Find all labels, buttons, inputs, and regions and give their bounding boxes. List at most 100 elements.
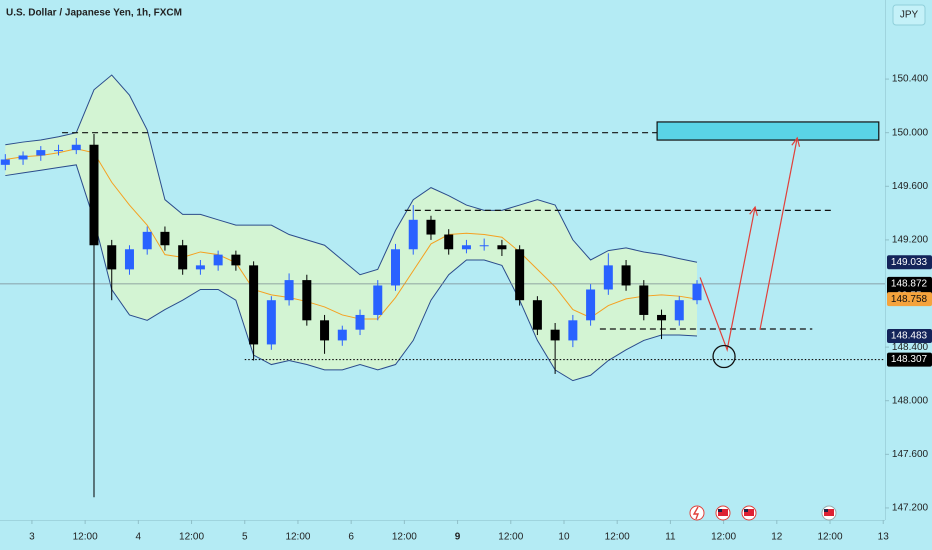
candle-body (284, 280, 294, 301)
y-tick-label: 149.200 (892, 235, 929, 246)
price-badge-label: 148.307 (891, 354, 928, 365)
flag-icon (744, 509, 754, 516)
candle-body (320, 320, 330, 341)
x-tick-label: 12:00 (711, 532, 736, 543)
flag-icon (718, 509, 722, 512)
currency-box[interactable] (892, 4, 926, 26)
price-badge-label: 148.872 (891, 278, 928, 289)
x-tick-label: 13 (878, 532, 890, 543)
price-badge-label: 148.483 (891, 331, 928, 342)
candle-body (71, 144, 81, 151)
y-tick-label: 148.400 (892, 342, 929, 353)
y-tick-label: 149.600 (892, 181, 929, 192)
event-icon-bolt (692, 506, 700, 520)
band-lower (5, 164, 698, 382)
arrow (699, 206, 756, 352)
x-tick-label: 11 (665, 532, 676, 543)
candle-body (178, 245, 188, 270)
candle-body (515, 249, 525, 301)
candle-body (18, 155, 28, 160)
candle-body (36, 150, 46, 156)
candle-body (621, 265, 631, 286)
event-icon[interactable] (689, 505, 705, 521)
candle-body (568, 320, 578, 341)
candle-body (657, 314, 667, 321)
candle-body (391, 249, 401, 286)
event-icons (689, 505, 837, 521)
candle-body (532, 300, 542, 330)
y-tick-label: 148.000 (892, 395, 929, 406)
x-tick-label: 12:00 (179, 532, 204, 543)
x-tick-label: 12:00 (285, 532, 310, 543)
currency-label[interactable]: JPY (900, 10, 919, 21)
candle-body (0, 159, 10, 165)
x-tick-label: 5 (242, 532, 248, 543)
y-tick-label: 150.400 (892, 74, 929, 85)
band-layer (5, 74, 698, 382)
marker-circle (712, 344, 736, 369)
candle-body (160, 231, 170, 246)
arrow (759, 137, 798, 330)
main-layer (0, 121, 885, 498)
candle-body (142, 231, 152, 250)
x-tick-label: 9 (455, 532, 461, 543)
price-badge (887, 292, 932, 307)
candle-body (337, 329, 347, 341)
candle-body (302, 280, 312, 321)
candle-body (231, 254, 241, 266)
flag-icon (744, 509, 748, 512)
x-tick-label: 12 (771, 532, 783, 543)
band-fill (5, 75, 698, 381)
x-tick-label: 3 (29, 532, 35, 543)
flag-icon (718, 509, 728, 516)
candle-body (674, 300, 684, 321)
target-zone (656, 121, 880, 141)
candle-body (426, 219, 436, 235)
candle-body (444, 234, 454, 250)
x-tick-label: 12:00 (498, 532, 523, 543)
candle-body (373, 285, 383, 315)
candle-body (355, 314, 365, 330)
band-upper (5, 74, 698, 276)
x-tick-label: 4 (136, 532, 142, 543)
candle-body (586, 289, 596, 321)
x-tick-label: 12:00 (605, 532, 630, 543)
x-tick-label: 12:00 (392, 532, 417, 543)
candle-body (639, 285, 649, 315)
candle-body (107, 245, 117, 270)
candle-body (213, 254, 223, 266)
price-badge (887, 255, 932, 270)
axis-layer: 150.400 150.000 149.600 149.200 148.400 148.0… (29, 74, 932, 543)
flag-icon (824, 509, 834, 516)
price-badge (887, 352, 932, 367)
flag-icon (824, 509, 828, 512)
price-badge-label: 149.033 (891, 257, 928, 268)
candle-body (550, 329, 560, 341)
candle-body (249, 265, 259, 345)
y-tick-label: 147.600 (892, 449, 929, 460)
candle-body (124, 249, 134, 270)
candle-body (195, 265, 205, 270)
candle-body (266, 300, 276, 345)
candle-body (408, 219, 418, 250)
band-middle (5, 148, 698, 320)
candle-body (461, 245, 471, 250)
x-tick-label: 12:00 (818, 532, 843, 543)
chart-title: U.S. Dollar / Japanese Yen, 1h, FXCM (6, 8, 182, 19)
candle-body (692, 283, 702, 301)
y-tick-label: 150.000 (892, 127, 929, 138)
x-tick-label: 6 (348, 532, 354, 543)
candle-body (54, 150, 64, 152)
x-tick-label: 10 (558, 532, 570, 543)
candle-body (479, 245, 489, 247)
candle-body (497, 245, 507, 250)
arrow-head (749, 205, 758, 216)
y-tick-label: 147.200 (892, 503, 929, 514)
price-badge (887, 328, 932, 343)
candle-body (89, 144, 99, 246)
arrow-head (791, 136, 801, 147)
x-tick-label: 12:00 (73, 532, 98, 543)
candle-body (603, 265, 613, 290)
